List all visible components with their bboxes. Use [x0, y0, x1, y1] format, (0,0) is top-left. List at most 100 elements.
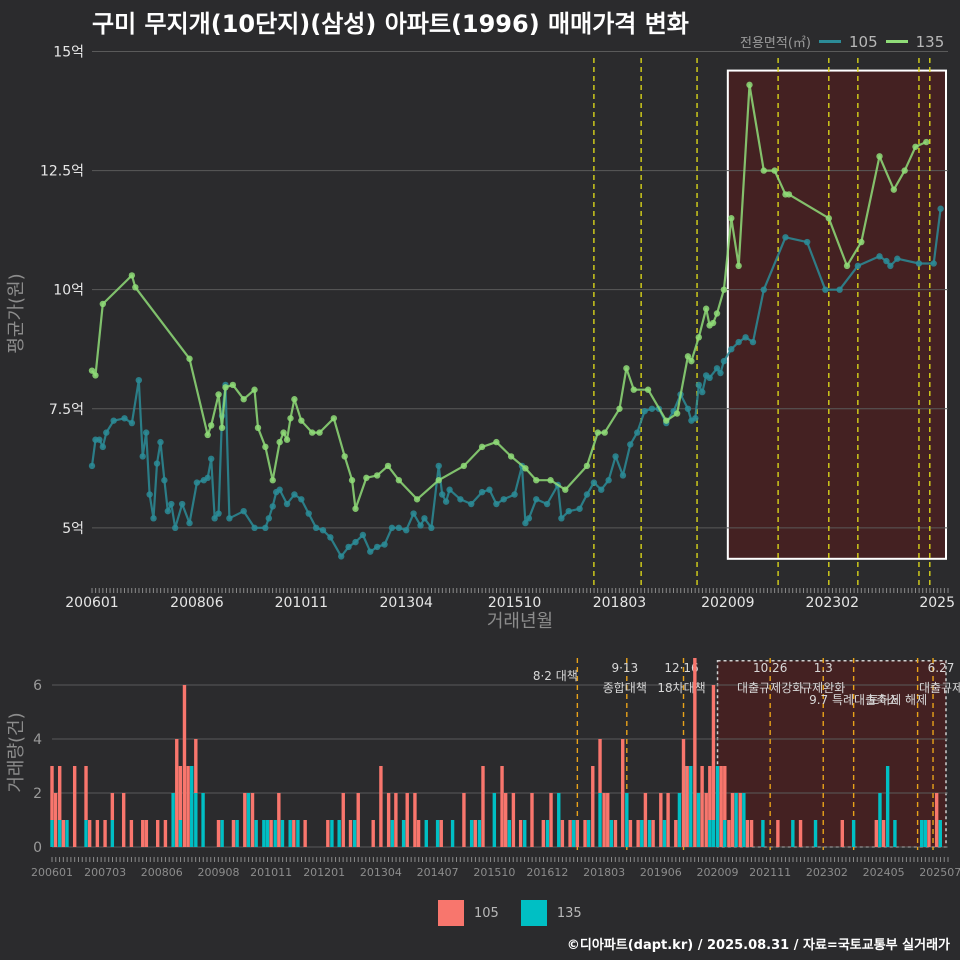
- data-point-105: [164, 507, 172, 515]
- data-point-105: [641, 407, 648, 415]
- data-point-105: [150, 515, 157, 522]
- bar-105: [269, 820, 273, 847]
- legend-bottom-label-105: 105: [474, 905, 499, 921]
- data-point-105: [695, 381, 702, 389]
- bar-105: [405, 793, 409, 847]
- bar-135: [923, 820, 928, 847]
- data-point-105: [442, 498, 450, 505]
- data-point-105: [338, 553, 345, 560]
- bar-105: [95, 820, 100, 847]
- y-tick-label: 12.5억: [40, 164, 84, 180]
- data-point-135: [128, 272, 136, 279]
- bar-135: [523, 820, 527, 847]
- event-name: 종합대책: [603, 680, 647, 695]
- bar-105: [659, 793, 663, 847]
- bar-105: [934, 793, 939, 847]
- data-point-135: [644, 386, 652, 393]
- legend-bottom: 105 135: [438, 900, 582, 926]
- data-point-105: [128, 419, 136, 427]
- bar-105: [231, 820, 236, 847]
- data-point-105: [500, 496, 507, 503]
- bar-105: [602, 793, 606, 847]
- data-point-135: [533, 477, 540, 484]
- bar-105: [745, 820, 750, 847]
- bar-135: [791, 820, 795, 847]
- data-point-135: [493, 438, 500, 446]
- x-tick-label: 200703: [84, 866, 126, 879]
- bar-135: [401, 820, 406, 847]
- bar-105: [58, 766, 62, 820]
- bar-105: [874, 820, 879, 847]
- data-point-105: [627, 441, 634, 448]
- data-point-135: [215, 391, 222, 398]
- bar-105: [719, 766, 723, 847]
- data-point-105: [525, 515, 533, 522]
- legend-top: 전용면적(㎡) 105 135: [740, 32, 944, 52]
- data-point-105: [251, 524, 258, 532]
- x-tick-label: 201011: [275, 595, 328, 611]
- bar-105: [144, 820, 149, 847]
- legend-swatch-135: [885, 40, 908, 43]
- data-point-105: [854, 262, 862, 270]
- data-point-105: [373, 543, 381, 551]
- data-point-105: [713, 365, 721, 372]
- bar-105: [511, 793, 516, 847]
- bar-135: [742, 793, 746, 847]
- bar-105: [163, 820, 168, 847]
- x-tick-label: 202009: [697, 866, 739, 879]
- data-point-135: [507, 453, 515, 460]
- data-point-135: [547, 477, 554, 484]
- data-point-135: [291, 396, 298, 403]
- bar-135: [734, 793, 738, 847]
- x-tick-label: 201510: [473, 866, 515, 879]
- data-point-135: [204, 431, 211, 439]
- data-point-105: [749, 338, 757, 346]
- bar-105: [341, 793, 345, 847]
- data-point-105: [327, 534, 334, 541]
- legend-title: 전용면적(㎡): [740, 36, 811, 51]
- bar-135: [254, 820, 258, 847]
- event-label: 8·2 대책: [533, 668, 578, 683]
- data-point-105: [619, 472, 627, 479]
- data-point-135: [713, 310, 721, 317]
- data-point-105: [468, 500, 475, 508]
- highlight-box: [716, 659, 947, 848]
- data-point-135: [395, 477, 403, 484]
- bar-105: [386, 793, 391, 847]
- bar-135: [273, 820, 277, 847]
- data-point-105: [435, 462, 442, 470]
- data-point-105: [876, 253, 883, 260]
- data-point-105: [612, 453, 619, 460]
- data-point-105: [937, 205, 944, 212]
- bar-135: [58, 820, 62, 847]
- data-point-135: [132, 284, 139, 291]
- bar-135: [715, 766, 720, 847]
- bar-135: [390, 820, 394, 847]
- data-point-105: [648, 405, 656, 412]
- y-tick-label: 0: [33, 840, 42, 856]
- bar-135: [296, 820, 300, 847]
- bar-135: [723, 820, 727, 847]
- legend-bottom-label-135: 135: [556, 905, 582, 921]
- data-point-105: [894, 255, 901, 262]
- data-point-105: [735, 338, 742, 346]
- data-point-105: [706, 374, 713, 382]
- bar-105: [87, 820, 92, 847]
- bar-135: [288, 820, 292, 847]
- data-point-135: [298, 417, 305, 424]
- bar-135: [572, 820, 576, 847]
- bar-105: [84, 766, 88, 820]
- bar-105: [194, 739, 198, 793]
- y-tick-label: 15억: [53, 45, 84, 61]
- bar-135: [235, 820, 239, 847]
- data-point-135: [229, 381, 237, 389]
- data-point-105: [381, 541, 388, 548]
- data-point-135: [684, 353, 692, 360]
- bar-105: [156, 820, 160, 847]
- data-point-105: [207, 455, 215, 462]
- data-point-105: [262, 524, 269, 532]
- bar-135: [586, 820, 591, 847]
- bar-105: [500, 766, 504, 847]
- data-point-105: [367, 548, 374, 555]
